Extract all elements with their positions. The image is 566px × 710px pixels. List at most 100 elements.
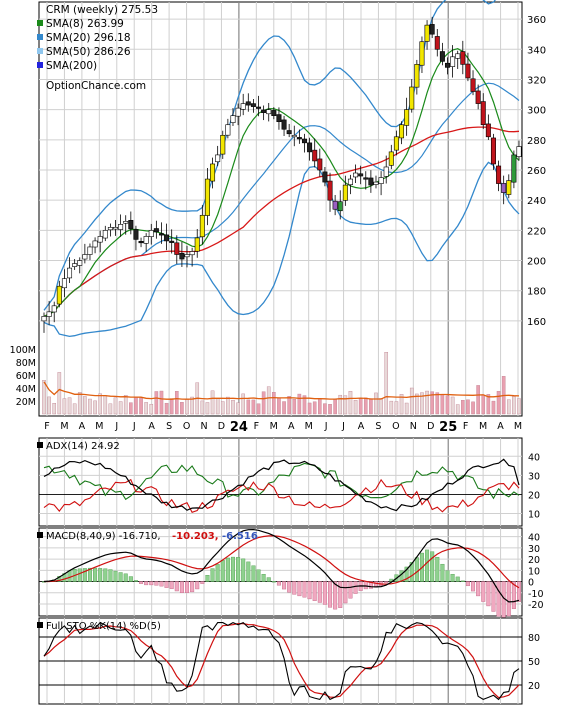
volume-bar: [358, 398, 363, 415]
macd-histogram-bar: [230, 556, 235, 582]
volume-bar: [486, 394, 491, 415]
adx-panel: 10 20 30 40 ADX(14) 24.92: [37, 437, 540, 527]
candle-body: [296, 137, 302, 140]
candle-body: [123, 221, 129, 224]
volume-bar: [461, 400, 465, 415]
sto-k-line: [43, 621, 520, 701]
candle-body: [82, 254, 88, 260]
macd-title: MACD(8,40,9) -16.710,: [46, 531, 161, 542]
volume-bar: [72, 403, 77, 415]
volume-bar: [282, 401, 286, 415]
adx-swatch: [37, 442, 43, 448]
volume-bar: [506, 399, 511, 415]
macd-histogram-bar: [471, 581, 476, 592]
macd-histogram-bar: [174, 581, 179, 592]
candle-body: [434, 36, 440, 50]
y-tick-label: 50: [528, 657, 540, 668]
macd-histogram-bar: [476, 581, 481, 597]
candle-body: [317, 158, 323, 171]
price-tick-label: 360: [527, 15, 546, 26]
legend-sma20: SMA(20) 296.18: [46, 32, 131, 44]
sto-swatch: [37, 622, 43, 628]
macd-histogram-bar: [491, 581, 496, 612]
macd-histogram-bar: [215, 564, 220, 582]
y-tick-label: 40: [528, 533, 540, 544]
macd-histogram-bar: [465, 581, 470, 587]
candle-body: [210, 163, 216, 182]
macd-histogram-bar: [179, 581, 184, 593]
upper-band-line: [43, 0, 496, 311]
candle-body: [475, 90, 481, 104]
volume-bar: [52, 403, 57, 415]
volume-tick-label: 20M: [16, 397, 36, 408]
macd-histogram-bar: [123, 573, 128, 582]
candle-body: [256, 106, 262, 109]
candle-body: [271, 110, 277, 116]
volume-bar: [517, 398, 521, 415]
candle-body: [368, 177, 374, 186]
volume-bar: [389, 400, 394, 415]
volume-tick-label: 40M: [16, 384, 36, 395]
volume-bar: [476, 385, 480, 415]
y-tick-label: 10: [528, 566, 540, 577]
volume-bar: [134, 396, 138, 415]
volume-bar: [169, 398, 174, 415]
macd-histogram-bar: [292, 581, 297, 595]
x-tick-label: A: [358, 421, 365, 432]
x-tick-label: J: [132, 421, 136, 432]
volume-bar: [185, 398, 189, 415]
y-tick-label: 0: [528, 578, 534, 589]
y-tick-label: -10: [528, 589, 544, 600]
macd-hist-value: -6.516: [222, 531, 258, 542]
x-tick-label: M: [305, 421, 313, 432]
x-tick-label: S: [166, 421, 172, 432]
volume-bar: [302, 395, 307, 415]
volume-bar: [491, 400, 496, 415]
price-tick-label: 340: [527, 45, 546, 56]
macd-histogram-bar: [276, 581, 281, 586]
macd-histogram-bar: [108, 569, 113, 582]
macd-histogram-bar: [506, 581, 511, 617]
macd-line: [43, 528, 520, 603]
macd-histogram-bar: [440, 563, 445, 582]
macd-histogram-bar: [297, 581, 302, 597]
macd-histogram-bar: [128, 576, 133, 582]
x-tick-label: F: [254, 421, 259, 432]
volume-bar: [77, 392, 82, 415]
x-tick-label: F: [463, 421, 468, 432]
x-tick-label: J: [114, 421, 118, 432]
volume-y-axis: 100M 80M 60M 40M 20M: [10, 345, 36, 408]
lower-band-line: [43, 161, 520, 338]
macd-histogram-bar: [185, 581, 190, 593]
legend-swatch-sma200: [37, 62, 43, 68]
macd-histogram-bar: [195, 581, 200, 590]
candle-body: [485, 123, 491, 138]
volume-bar: [409, 387, 414, 415]
candle-body: [388, 151, 394, 166]
volume-bar: [318, 398, 322, 415]
candle-body: [460, 51, 466, 65]
candle-body: [424, 24, 430, 42]
x-tick-label: O: [183, 421, 190, 432]
candle-body: [312, 149, 318, 162]
legend-site: OptionChance.com: [46, 80, 146, 92]
volume-bar: [226, 396, 230, 415]
y-tick-label: 20: [528, 555, 540, 566]
candle-body: [266, 109, 272, 115]
candle-body: [409, 86, 415, 110]
volume-bar: [246, 399, 251, 415]
macd-histogram-bar: [133, 580, 138, 582]
price-tick-label: 280: [527, 136, 546, 147]
price-tick-label: 200: [527, 257, 546, 268]
y-tick-label: 20: [528, 681, 540, 692]
volume-bar: [277, 397, 281, 415]
y-tick-label: 30: [528, 471, 540, 482]
x-axis: F M A M J J A S O N D 24 F M A M J J A S O N D 25 F M A M: [44, 420, 522, 435]
macd-histogram-bar: [159, 581, 164, 587]
volume-bar: [466, 399, 470, 415]
candle-body: [419, 41, 425, 66]
candle-body: [439, 51, 445, 62]
volume-bar: [62, 398, 67, 415]
